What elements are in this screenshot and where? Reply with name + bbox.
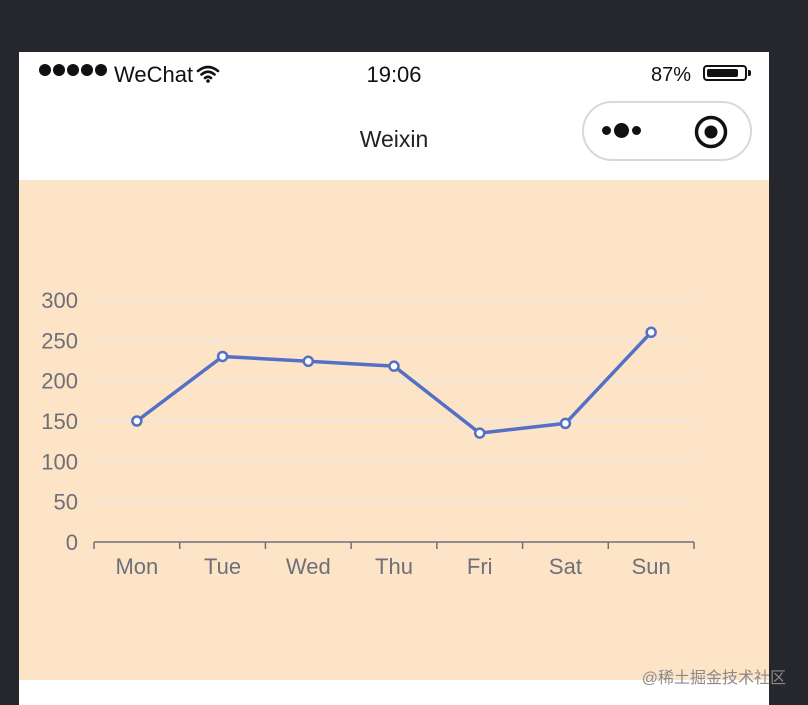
navigation-bar: Weixin [19, 96, 769, 180]
battery-icon [703, 65, 751, 81]
clock-time: 19:06 [366, 62, 422, 87]
chart-container: 0 50 100 150 200 250 300 Mon Tue Wed Thu Fri Sat Sun [19, 180, 769, 680]
more-dots-icon[interactable] [602, 123, 641, 138]
y-tick-label: 0 [66, 530, 78, 555]
y-tick-label: 100 [41, 449, 78, 474]
x-tick-label: Sun [632, 554, 671, 579]
y-tick-label: 250 [41, 328, 78, 353]
y-tick-label: 50 [54, 490, 78, 515]
page-title: Weixin [359, 126, 429, 152]
carrier-name: WeChat [114, 62, 194, 87]
data-point [473, 427, 486, 439]
data-point [645, 326, 657, 339]
watermark: @稀土掘金技术社区 [641, 670, 786, 687]
target-circle-icon[interactable] [694, 115, 728, 149]
y-tick-label: 150 [41, 409, 78, 434]
menu-capsule [582, 101, 752, 161]
x-tick-label: Wed [286, 554, 331, 579]
line-chart: 0 50 100 150 200 250 300 Mon Tue Wed Thu Fri Sat Sun [41, 288, 695, 579]
data-point [388, 360, 400, 372]
signal-dots-icon [39, 64, 109, 76]
wifi-icon [196, 65, 220, 83]
x-tick-label: Tue [204, 554, 241, 579]
phone-screen: WeChat 19:06 87% Weixin 0 [19, 52, 769, 705]
x-tick-label: Thu [375, 554, 413, 579]
data-point [559, 417, 572, 430]
data-point [302, 355, 315, 368]
status-bar: WeChat 19:06 87% [19, 52, 769, 96]
battery-fill [707, 69, 738, 77]
data-point [131, 415, 143, 427]
x-tick-label: Mon [115, 554, 158, 579]
battery-percent: 87% [651, 64, 692, 86]
series-line [135, 331, 653, 435]
x-tick-label: Fri [467, 554, 493, 579]
data-point [216, 350, 229, 363]
y-tick-label: 200 [41, 369, 78, 394]
x-tick-label: Sat [549, 554, 582, 579]
y-tick-label: 300 [41, 288, 78, 313]
